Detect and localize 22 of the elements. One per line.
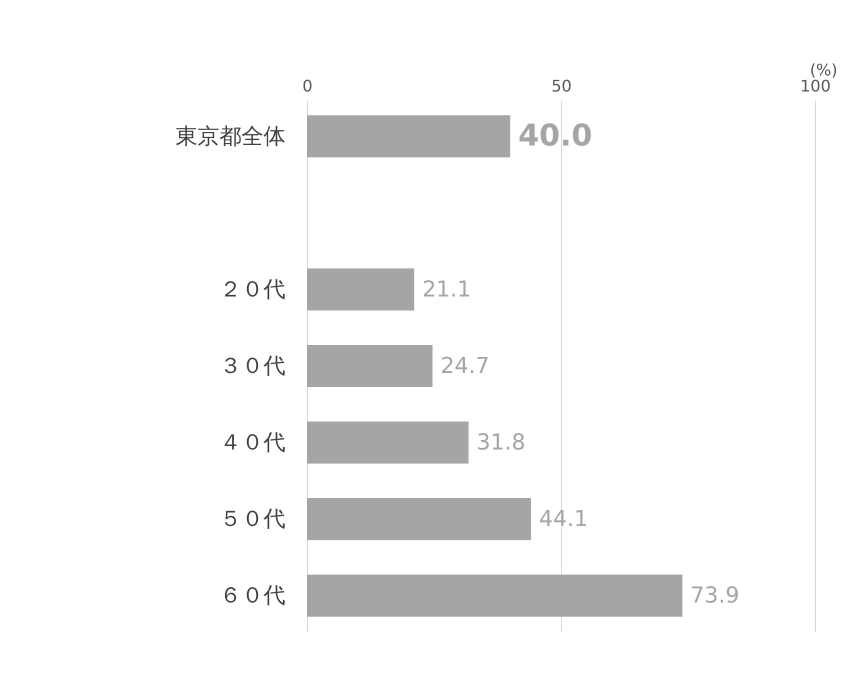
x-tick-label: 50 xyxy=(551,76,572,96)
x-tick-label: 100 xyxy=(800,76,831,96)
y-tick-label: ３０代 xyxy=(220,354,286,379)
bar xyxy=(307,498,532,540)
x-axis-title: (%) xyxy=(810,60,838,80)
y-tick-label: ５０代 xyxy=(220,507,286,532)
bar xyxy=(307,268,414,311)
data-label: 40.0 xyxy=(518,118,592,154)
data-label: 44.1 xyxy=(539,507,588,532)
bar xyxy=(307,421,469,464)
y-tick-label: ６０代 xyxy=(220,584,286,609)
bar xyxy=(307,574,682,617)
y-tick-label: 東京都全体 xyxy=(176,124,286,150)
x-tick-label: 0 xyxy=(302,76,313,96)
data-label: 24.7 xyxy=(440,354,490,379)
y-tick-label: ４０代 xyxy=(220,430,286,456)
y-tick-label: ２０代 xyxy=(220,277,286,302)
data-label: 73.9 xyxy=(690,584,740,609)
data-label: 31.8 xyxy=(476,430,526,456)
data-label: 21.1 xyxy=(422,277,472,302)
bar xyxy=(307,344,432,388)
bar xyxy=(307,115,510,158)
